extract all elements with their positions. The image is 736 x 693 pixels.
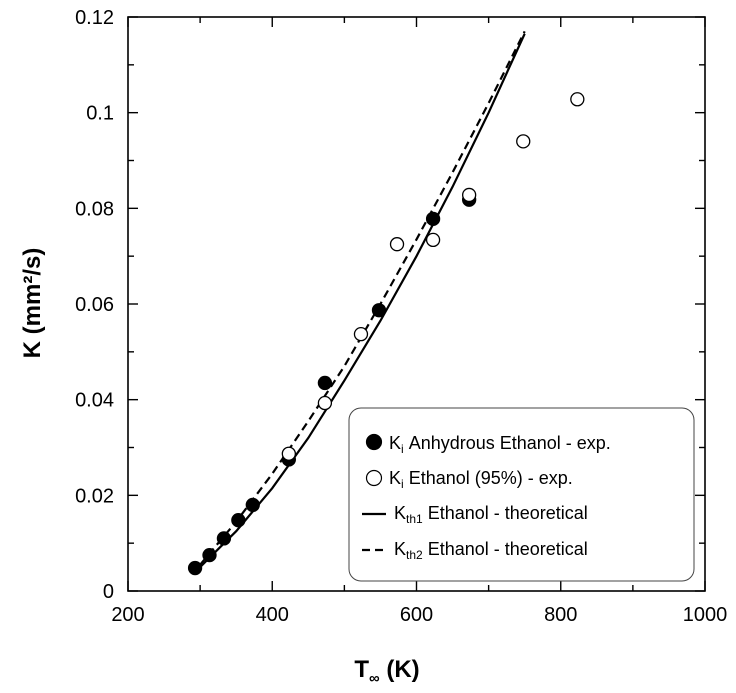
data-point-anhydrous	[216, 531, 232, 546]
legend: Ki Anhydrous Ethanol - exp. Ki Ethanol (95…	[348, 407, 695, 582]
y-axis-title: K (mm²/s)	[19, 248, 46, 359]
data-point-ethanol95	[570, 92, 585, 107]
data-point-ethanol95	[353, 326, 369, 342]
legend-entry-ethanol95: Ki Ethanol (95%) - exp.	[365, 468, 573, 491]
data-point-anhydrous	[187, 560, 203, 576]
tick-labels: 200 400 600 800 1000 0 0.02 0.04 0.06 0.08 0.1 0.12	[75, 7, 727, 626]
legend-entry-kth1: Kth1 Ethanol - theoretical	[362, 503, 588, 526]
x-axis-title: T∞ (K)	[354, 656, 419, 687]
x-tick-label: 200	[111, 604, 144, 626]
series-points	[187, 92, 585, 576]
y-tick-label: 0.12	[75, 7, 114, 29]
legend-box	[348, 407, 695, 582]
data-point-ethanol95	[462, 187, 477, 203]
legend-entry-kth2: Kth2 Ethanol - theoretical	[362, 539, 588, 562]
x-axis-title-sub: ∞	[369, 670, 380, 687]
data-point-anhydrous	[425, 211, 441, 227]
y-tick-label: 0.08	[75, 198, 114, 220]
legend-marker-open-circle	[365, 469, 383, 487]
data-point-ethanol95	[389, 237, 405, 252]
data-point-ethanol95	[317, 395, 333, 411]
data-point-anhydrous	[231, 513, 246, 528]
data-point-ethanol95	[281, 446, 296, 461]
legend-marker-filled-circle	[365, 433, 383, 451]
legend-label-ethanol95: Ki Ethanol (95%) - exp.	[389, 468, 573, 491]
y-tick-label: 0.04	[75, 390, 114, 412]
x-tick-label: 600	[400, 604, 433, 626]
data-point-anhydrous	[371, 303, 387, 318]
data-point-ethanol95	[516, 134, 531, 149]
x-tick-label: 1000	[683, 604, 728, 626]
y-tick-label: 0.06	[75, 294, 114, 316]
data-point-ethanol95	[425, 232, 441, 248]
x-tick-label: 400	[256, 604, 289, 626]
legend-label-kth2: Kth2 Ethanol - theoretical	[394, 539, 588, 562]
x-tick-label: 800	[544, 604, 577, 626]
legend-entry-anhydrous: Ki Anhydrous Ethanol - exp.	[365, 433, 611, 456]
x-axis-title-unit: (K)	[380, 656, 420, 683]
legend-label-kth1: Kth1 Ethanol - theoretical	[394, 503, 588, 526]
y-tick-label: 0.1	[86, 103, 114, 125]
data-point-anhydrous	[245, 497, 260, 513]
axis-ticks	[127, 16, 706, 592]
data-point-anhydrous	[317, 375, 333, 391]
legend-label-anhydrous: Ki Anhydrous Ethanol - exp.	[389, 433, 611, 456]
y-tick-label: 0	[103, 581, 114, 603]
x-axis-title-main: T	[354, 656, 369, 683]
y-tick-label: 0.02	[75, 485, 114, 507]
data-point-anhydrous	[202, 547, 217, 563]
